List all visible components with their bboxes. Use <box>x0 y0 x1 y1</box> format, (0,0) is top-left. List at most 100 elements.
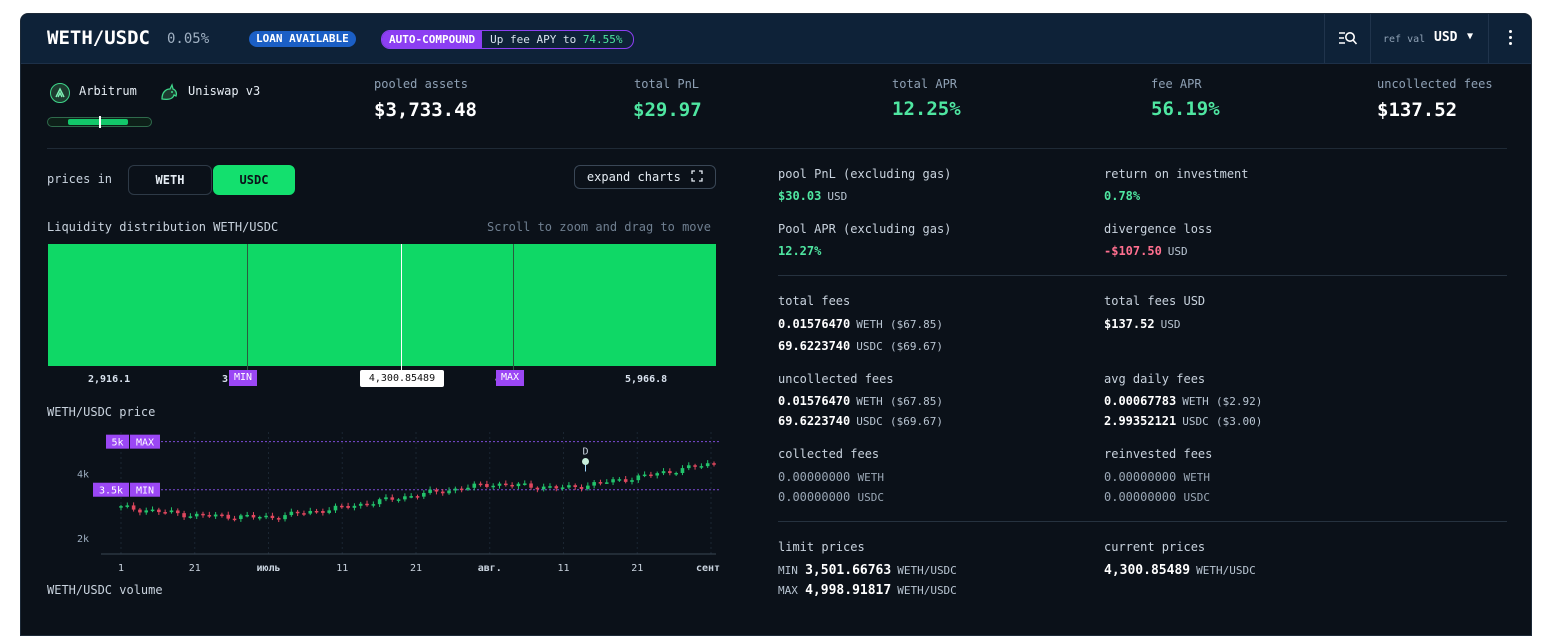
price-candle <box>365 503 369 506</box>
liquidity-x-label: 2,916.1 <box>88 374 131 385</box>
price-candle <box>630 480 634 482</box>
price-candle <box>636 475 641 481</box>
avg-daily-usdc-unit: USDC <box>1182 415 1209 428</box>
total-pnl-label: total PnL <box>634 77 700 91</box>
price-x-tick: авг. <box>478 563 502 574</box>
divergence-loss-unit: USD <box>1167 245 1188 258</box>
uncollected-usdc-unit: USDC <box>856 415 883 428</box>
price-candle <box>440 491 445 494</box>
price-candle <box>510 484 514 487</box>
toggle-usdc[interactable]: USDC <box>213 165 295 195</box>
reinvested-fees-label: reinvested fees <box>1104 447 1213 461</box>
liquidity-x-label: 5,966.8 <box>625 374 668 385</box>
limit-min-value: 3,501.66763 <box>805 563 892 578</box>
more-menu-button[interactable] <box>1488 14 1531 63</box>
price-candle <box>220 514 224 517</box>
roi-value: 0.78% <box>1104 189 1141 203</box>
total-fees-usd-amount: $137.52 <box>1104 317 1155 331</box>
expand-charts-button[interactable]: expand charts <box>574 165 716 189</box>
stats-divider <box>47 148 1507 149</box>
limit-max-prefix: MAX <box>778 584 798 597</box>
price-min-tag[interactable]: MIN <box>136 486 154 497</box>
price-candle <box>201 513 205 516</box>
auto-compound-badge[interactable]: AUTO-COMPOUND Up fee APY to 74.55% <box>381 30 634 49</box>
price-min-value-box <box>93 482 129 497</box>
collected-weth-amount: 0.00000000 <box>778 470 851 484</box>
toggle-weth[interactable]: WETH <box>128 165 212 195</box>
price-candle <box>150 509 155 512</box>
reinvested-usdc-unit: USDC <box>1183 491 1210 504</box>
ref-val-currency: USD <box>1434 30 1458 45</box>
arbitrum-icon <box>50 83 70 103</box>
price-candle <box>182 513 186 518</box>
volume-chart-title: WETH/USDC volume <box>47 583 163 597</box>
metrics-divider <box>778 275 1507 276</box>
price-candle <box>390 497 395 500</box>
ref-currency-select[interactable]: ref val USD ▼ <box>1370 14 1489 63</box>
pool-pnl-amount: $30.03 <box>778 189 822 203</box>
loan-available-badge[interactable]: LOAN AVAILABLE <box>249 31 356 47</box>
price-max-tag[interactable]: MAX <box>136 438 154 449</box>
price-candle <box>314 510 319 513</box>
avg-daily-weth-amount: 0.00067783 <box>1104 394 1177 408</box>
price-candle <box>207 515 212 517</box>
range-indicator <box>47 116 152 128</box>
price-candle <box>478 483 483 486</box>
liquidity-min-line[interactable] <box>247 244 248 376</box>
total-fees-weth: 0.01576470 WETH ($67.85) <box>778 317 943 331</box>
price-x-tick: 11 <box>336 563 348 574</box>
limit-max-price: MAX 4,998.91817 WETH/USDC <box>778 583 957 598</box>
liquidity-max-line[interactable] <box>513 244 514 376</box>
uncollected-fees-label: uncollected fees <box>1377 77 1493 91</box>
price-candle <box>491 485 496 488</box>
liquidity-distribution-chart[interactable] <box>48 244 716 366</box>
total-fees-weth-amount: 0.01576470 <box>778 317 851 331</box>
price-candle <box>655 473 660 476</box>
price-candle <box>548 486 552 488</box>
ref-val-label: ref val <box>1383 34 1426 45</box>
avg-daily-weth-usd: ($2.92) <box>1215 395 1263 408</box>
fee-apr-value: 56.19% <box>1151 98 1220 120</box>
pool-pnl-unit: USD <box>827 190 848 203</box>
current-price: 4,300.85489 WETH/USDC <box>1104 563 1256 578</box>
price-candle <box>264 515 268 518</box>
dex-name: Uniswap v3 <box>188 84 261 98</box>
reinvested-weth-amount: 0.00000000 <box>1104 470 1177 484</box>
pooled-assets-value: $3,733.48 <box>374 99 477 121</box>
price-candle <box>668 471 672 474</box>
price-max-value-box <box>106 434 129 449</box>
liquidity-min-tag[interactable]: MIN <box>229 370 258 386</box>
liquidity-max-tag[interactable]: MAX <box>496 370 525 386</box>
search-list-button[interactable] <box>1324 14 1371 63</box>
price-candle <box>175 510 180 514</box>
price-candle <box>642 474 647 477</box>
price-chart[interactable]: 1 21 июль 11 21 авг. 11 21 сент. 4k 2k 5k MAX 3.5k MIN… <box>41 424 721 574</box>
total-fees-label: total fees <box>778 294 851 308</box>
price-marker-dot[interactable] <box>582 458 589 466</box>
range-fill <box>68 119 128 125</box>
price-candle <box>283 515 287 520</box>
price-min-tag-box[interactable] <box>130 482 160 497</box>
price-candle <box>592 482 596 486</box>
fee-apy-value: 74.55% <box>582 33 623 46</box>
limit-prices-label: limit prices <box>778 540 865 554</box>
price-candle <box>680 468 685 473</box>
position-header: WETH/USDC 0.05% LOAN AVAILABLE AUTO-COMP… <box>21 14 1531 64</box>
price-candle <box>125 505 130 507</box>
price-candle <box>339 505 344 508</box>
price-candle <box>194 513 199 517</box>
expand-icon <box>691 170 703 182</box>
price-max-tag-box[interactable] <box>130 434 160 449</box>
price-chart-title: WETH/USDC price <box>47 405 156 419</box>
uncollected-weth-amount: 0.01576470 <box>778 394 851 408</box>
collected-usdc-unit: USDC <box>857 491 884 504</box>
price-candle <box>371 504 376 506</box>
price-candle <box>289 511 294 516</box>
price-candle <box>504 483 508 486</box>
price-candle <box>396 499 401 501</box>
avg-daily-usdc-usd: ($3.00) <box>1215 415 1263 428</box>
price-x-tick: 1 <box>118 563 124 574</box>
price-candle <box>705 463 710 467</box>
price-candle <box>352 505 357 508</box>
current-price-unit: WETH/USDC <box>1196 564 1256 577</box>
